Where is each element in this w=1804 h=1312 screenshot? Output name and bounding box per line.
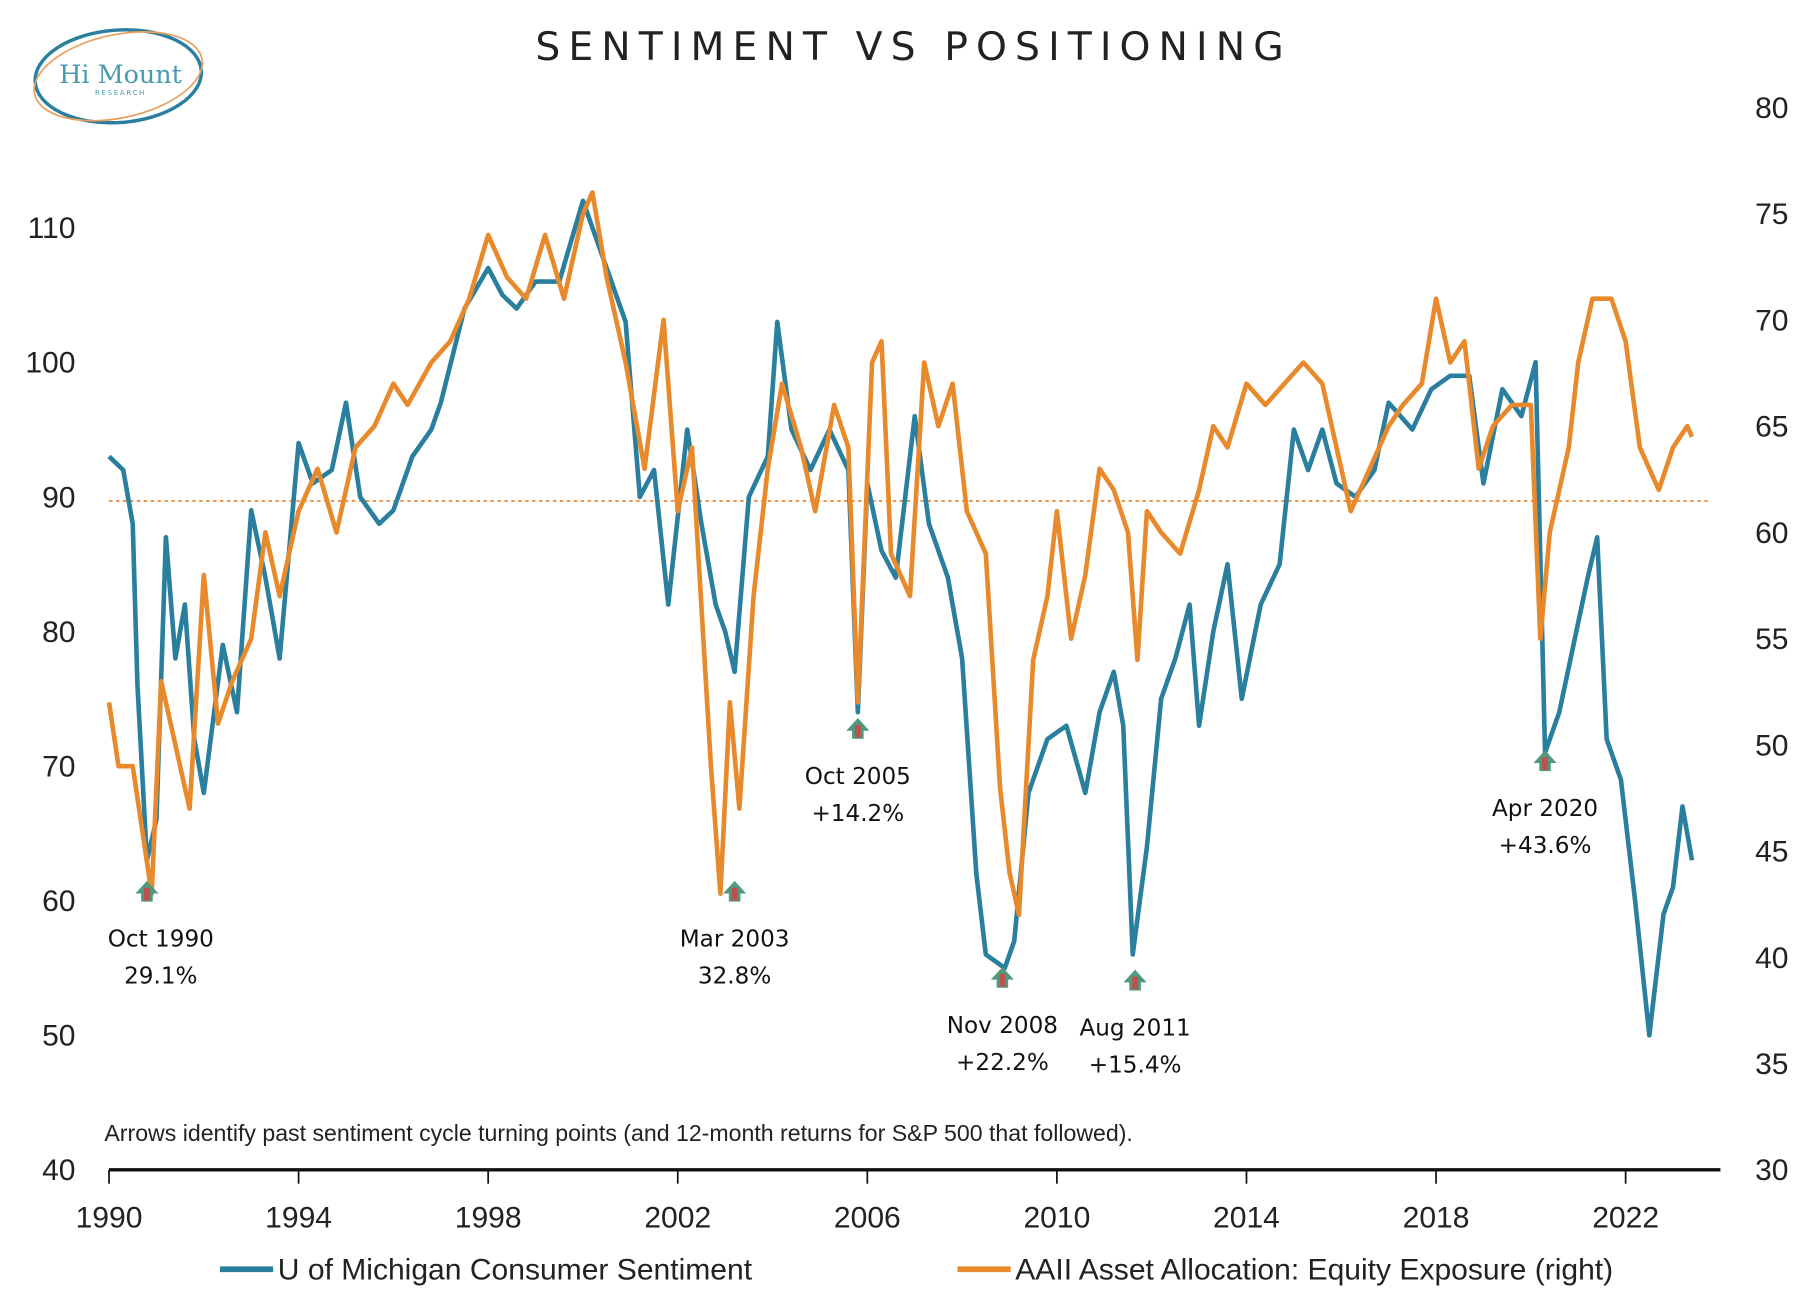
- y-right-tick-label: 80: [1755, 92, 1788, 125]
- annotation-return: +14.2%: [811, 801, 904, 827]
- arrow-core: [999, 973, 1006, 987]
- arrow-core: [144, 887, 150, 901]
- y-left-tick-label: 90: [42, 481, 75, 514]
- legend-label: U of Michigan Consumer Sentiment: [278, 1254, 753, 1287]
- x-tick-label: 1990: [76, 1202, 143, 1235]
- x-tick-label: 2022: [1592, 1202, 1659, 1235]
- turning-point-annotation: Apr 2020 +43.6%: [1492, 750, 1598, 859]
- annotation-date: Apr 2020: [1492, 796, 1598, 822]
- annotation-return: 32.8%: [698, 964, 771, 990]
- y-left-tick-label: 100: [25, 347, 75, 380]
- y-right-tick-label: 55: [1755, 623, 1788, 656]
- x-tick-label: 2018: [1403, 1202, 1470, 1235]
- y-right-tick-label: 65: [1755, 411, 1788, 444]
- annotation-return: 29.1%: [124, 964, 197, 990]
- annotation-return: +43.6%: [1499, 833, 1592, 859]
- aaii-equity-exposure-line: [106, 190, 1695, 918]
- annotation-date: Oct 1990: [108, 927, 214, 953]
- x-tick-label: 2002: [644, 1202, 711, 1235]
- y-right-tick-label: 30: [1755, 1154, 1788, 1187]
- y-right-tick-label: 70: [1755, 304, 1788, 337]
- x-tick-label: 2006: [834, 1202, 901, 1235]
- annotation-date: Aug 2011: [1079, 1016, 1190, 1042]
- y-right-tick-label: 40: [1755, 942, 1788, 975]
- y-left-tick-label: 60: [42, 885, 75, 918]
- turning-point-annotation: Oct 1990 29.1%: [108, 880, 214, 990]
- y-right-tick-label: 75: [1755, 198, 1788, 231]
- y-left-tick-label: 110: [28, 212, 76, 245]
- turning-point-annotation: Mar 2003 32.8%: [680, 880, 790, 990]
- y-right-tick-label: 35: [1755, 1048, 1788, 1081]
- legend-label: AAII Asset Allocation: Equity Exposure (…: [1015, 1254, 1613, 1287]
- y-left-tick-label: 70: [42, 750, 75, 783]
- turning-point-annotation: Nov 2008 +22.2%: [947, 966, 1058, 1076]
- annotation-return: +15.4%: [1089, 1053, 1182, 1079]
- michigan-sentiment-line: [107, 198, 1695, 1038]
- turning-point-annotation: Aug 2011 +15.4%: [1079, 969, 1191, 1079]
- y-right-tick-label: 50: [1755, 729, 1788, 762]
- x-tick-label: 2014: [1213, 1202, 1280, 1235]
- y-right-tick-label: 60: [1755, 517, 1788, 550]
- chart-title: SENTIMENT VS POSITIONING: [535, 25, 1291, 70]
- legend: U of Michigan Consumer Sentiment AAII Ass…: [219, 1254, 1613, 1287]
- arrow-core: [731, 887, 738, 901]
- annotation-return: +22.2%: [956, 1050, 1049, 1076]
- footnote: Arrows identify past sentiment cycle tur…: [104, 1120, 1132, 1146]
- turning-point-annotation: Oct 2005 +14.2%: [805, 717, 911, 827]
- x-tick-label: 2010: [1023, 1202, 1090, 1235]
- y-left-tick-label: 40: [42, 1154, 75, 1187]
- annotation-date: Mar 2003: [680, 927, 790, 953]
- logo-subtitle: RESEARCH: [95, 89, 146, 97]
- annotation-date: Oct 2005: [805, 764, 911, 790]
- logo: Hi Mount RESEARCH: [33, 28, 204, 125]
- arrow-core: [1132, 976, 1138, 990]
- x-tick-label: 1998: [455, 1202, 522, 1235]
- logo-name: Hi Mount: [59, 59, 182, 89]
- y-left-tick-label: 50: [42, 1020, 75, 1053]
- y-right-tick-label: 45: [1755, 836, 1788, 869]
- y-left-tick-label: 80: [42, 616, 75, 649]
- arrow-core: [1542, 757, 1548, 770]
- x-tick-label: 1994: [265, 1202, 332, 1235]
- arrow-core: [854, 724, 861, 738]
- annotation-date: Nov 2008: [947, 1013, 1058, 1039]
